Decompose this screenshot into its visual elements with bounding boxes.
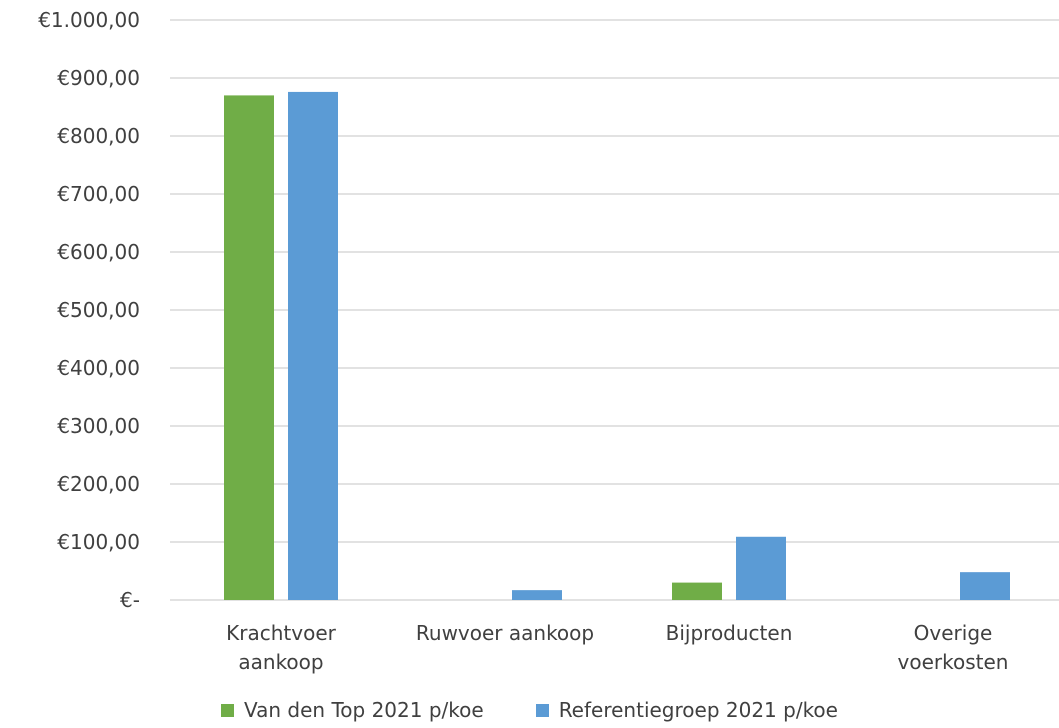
bar-chart: €- €100,00 €200,00 €300,00 €400,00 €500,00 €60… xyxy=(38,8,1059,674)
legend: Van den Top 2021 p/koe Referentiegroep 2… xyxy=(0,698,1059,722)
bar-0-0 xyxy=(224,95,274,601)
x-category-label: Overige xyxy=(914,621,993,645)
y-tick-label: €500,00 xyxy=(57,298,140,322)
y-tick-label: €600,00 xyxy=(57,240,140,264)
y-tick-label: €200,00 xyxy=(57,472,140,496)
legend-swatch xyxy=(221,703,235,717)
x-category-label: Krachtvoer xyxy=(226,621,336,645)
y-axis: €- €100,00 €200,00 €300,00 €400,00 €500,00 €60… xyxy=(38,8,140,612)
bar-1-0 xyxy=(288,91,338,601)
legend-label: Referentiegroep 2021 p/koe xyxy=(558,698,838,722)
x-axis: Krachtvoer aankoop Ruwvoer aankoop Bijprodu… xyxy=(226,621,1008,674)
y-tick-label: €700,00 xyxy=(57,182,140,206)
x-category-label: Bijproducten xyxy=(666,621,793,645)
legend-label: Van den Top 2021 p/koe xyxy=(244,698,484,722)
y-tick-label: €800,00 xyxy=(57,124,140,148)
x-category-label: Ruwvoer aankoop xyxy=(416,621,594,645)
bar-1-2 xyxy=(736,536,786,600)
y-tick-label: €300,00 xyxy=(57,414,140,438)
y-tick-label: €1.000,00 xyxy=(38,8,140,32)
legend-swatch xyxy=(535,703,549,717)
x-category-label: voerkosten xyxy=(898,650,1009,674)
y-tick-label: €- xyxy=(120,588,140,612)
y-tick-label: €100,00 xyxy=(57,530,140,554)
legend-item-referentiegroep: Referentiegroep 2021 p/koe xyxy=(535,698,838,722)
bar-1-3 xyxy=(960,572,1010,600)
legend-item-van-den-top: Van den Top 2021 p/koe xyxy=(221,698,484,722)
bar-1-1 xyxy=(512,590,562,600)
bars xyxy=(224,91,1010,601)
y-tick-label: €400,00 xyxy=(57,356,140,380)
bar-0-2 xyxy=(672,582,722,600)
x-category-label: aankoop xyxy=(238,650,323,674)
y-tick-label: €900,00 xyxy=(57,66,140,90)
